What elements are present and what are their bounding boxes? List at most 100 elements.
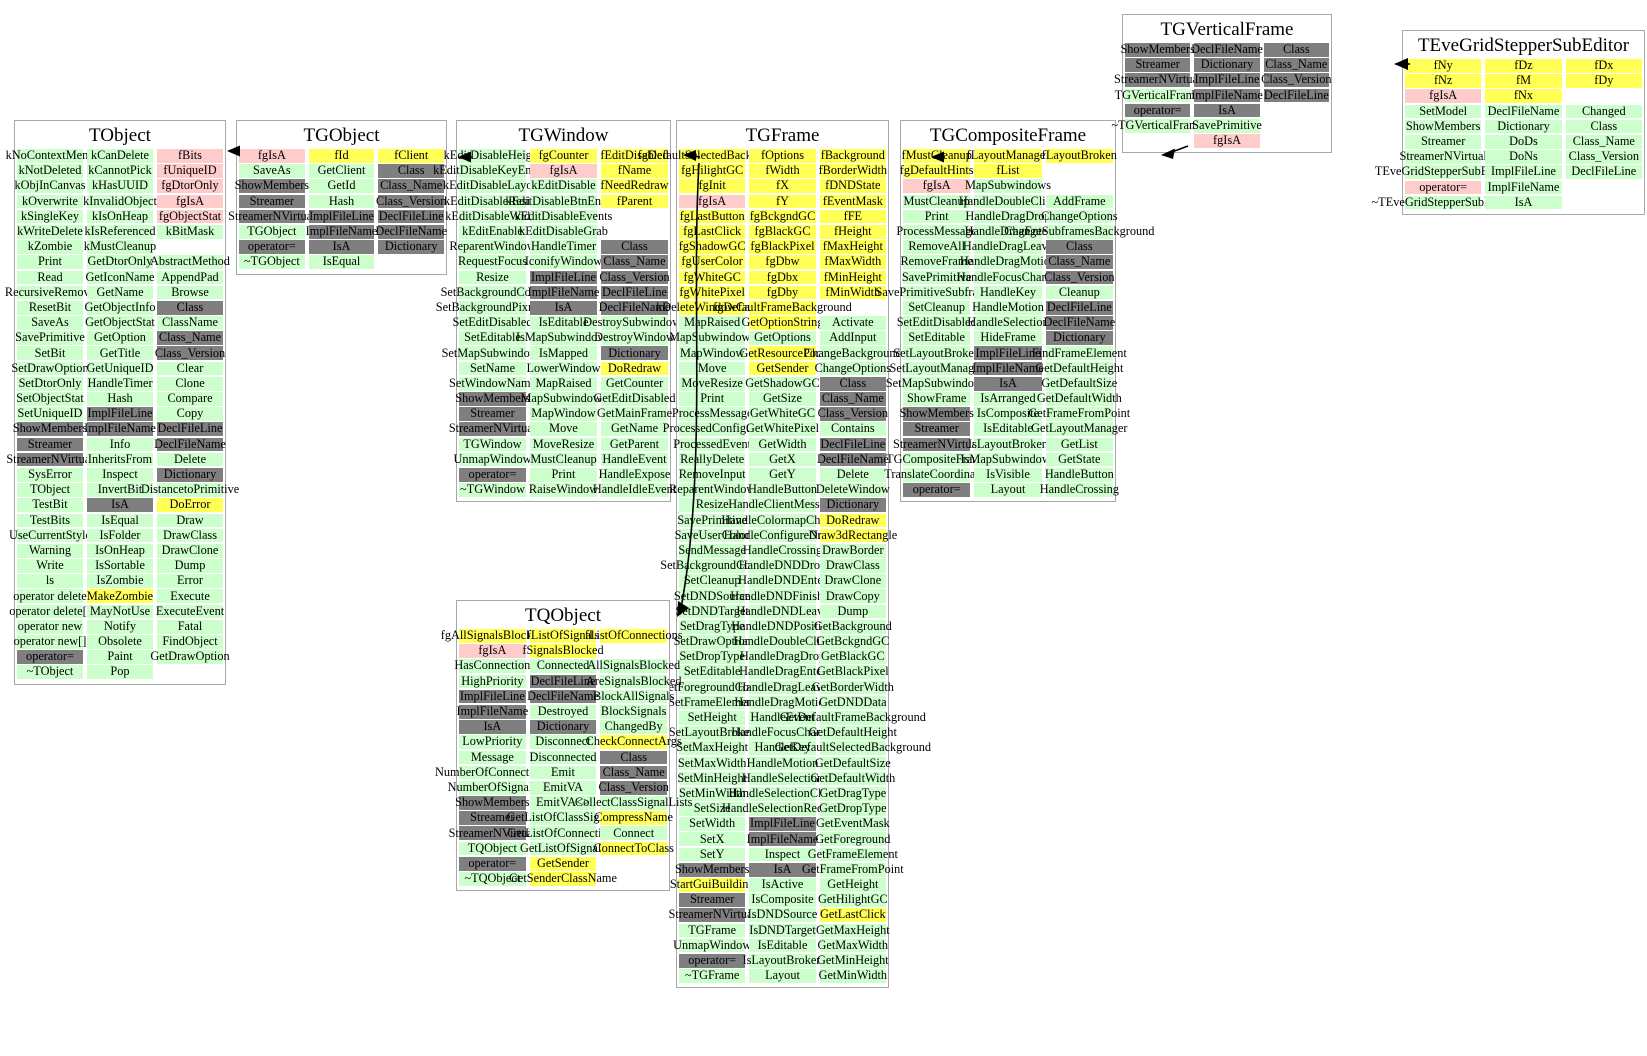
member-cell: Streamer: [459, 407, 526, 421]
member-label: MapSubwindows: [964, 178, 1052, 193]
member-label: DrawClone: [824, 573, 882, 588]
member-label: Changed: [1581, 103, 1626, 118]
member-label: kEditDisableWidth: [445, 208, 540, 223]
member-cell: GetLayoutManager: [1031, 422, 1127, 437]
member-cell: Info: [87, 437, 153, 452]
member-label: GetEventMask: [815, 816, 890, 831]
member-label: DeclFileLine: [1571, 164, 1637, 179]
member-label: SetEditable: [464, 330, 521, 345]
member-column: fLayoutManager fList MapSubwindows HandleDo…: [957, 149, 1059, 498]
member-cell: Class_Version: [599, 780, 669, 795]
member-label: IsMapped: [538, 345, 589, 360]
member-cell: operator=: [17, 650, 83, 664]
member-label: GetOption: [94, 330, 146, 345]
member-cell: GetWidth: [749, 437, 816, 452]
member-label: StreamerNVirtual: [448, 421, 537, 436]
member-cell: HandleDragMotion: [960, 255, 1056, 269]
member-label: MustCleanup: [530, 451, 597, 466]
member-label: HandleDragMotion: [959, 254, 1057, 269]
member-label: Class_Name: [158, 330, 222, 345]
member-cell: SetModel: [1405, 104, 1482, 119]
member-label: AllSignalsBlocked: [587, 658, 681, 673]
member-label: Layout: [765, 968, 800, 983]
member-cell-empty: [1046, 164, 1113, 178]
member-cell: RecursiveRemove: [5, 285, 95, 300]
member-label: Streamer: [470, 810, 515, 825]
member-label: SetX: [699, 831, 725, 846]
member-cell: DeclFileName: [817, 452, 889, 467]
member-label: DrawBorder: [822, 542, 884, 557]
member-cell: fNy: [1405, 58, 1482, 73]
member-label: Print: [551, 467, 576, 482]
member-cell: ~TQObject: [459, 872, 526, 886]
member-label: operator=: [247, 239, 296, 254]
member-label: fgBlackGC: [754, 224, 811, 239]
member-cell: Warning: [17, 542, 83, 558]
member-cell: StreamerNVirtual: [228, 209, 316, 224]
member-label: DeclFileLine: [530, 673, 596, 688]
member-label: IsA: [111, 497, 129, 512]
member-cell: StartGuiBuilding: [670, 878, 755, 892]
member-label: ImplFileLine: [309, 208, 374, 223]
member-label: MapRaised: [535, 375, 592, 390]
member-label: SetSize: [693, 801, 731, 816]
member-label: fgIsA: [257, 148, 286, 163]
member-cell: GetBorderWidth: [812, 680, 894, 695]
member-label: Contains: [830, 421, 875, 436]
member-cell: operator new[]: [14, 635, 86, 649]
member-cell: TranslateCoordinates: [884, 468, 989, 482]
member-cell: IsLayoutBroken: [743, 954, 822, 968]
member-cell: TQObject: [459, 841, 526, 856]
member-cell: Destroyed: [529, 705, 597, 719]
member-cell: Copy: [157, 407, 223, 421]
member-label: DestroySubwindows: [583, 315, 686, 330]
member-label: fgBlackPixel: [750, 239, 815, 254]
member-label: fNy: [1433, 58, 1453, 73]
member-label: Message: [470, 749, 514, 764]
member-cell: SetDrawOption: [674, 635, 751, 649]
member-cell: Hash: [87, 392, 153, 406]
member-label: Class_Version: [376, 193, 447, 208]
member-cell: EmitVA: [529, 780, 597, 795]
member-cell-empty: [601, 210, 668, 224]
member-cell: DeclFileLine: [378, 209, 445, 224]
member-cell: TEveGridStepperSubEditor: [1375, 165, 1511, 179]
member-cell: Notify: [87, 619, 153, 634]
member-cell: SetBackgroundColor: [441, 285, 544, 300]
member-label: ConnectToClass: [593, 840, 674, 855]
member-cell: Class_Version: [155, 346, 225, 361]
member-label: fDNDState: [825, 178, 881, 193]
member-cell: HandleKey: [974, 284, 1042, 300]
member-label: kEditDisableResize: [444, 193, 541, 208]
member-cell: fgInit: [679, 179, 746, 194]
member-label: GetListOfClassSignals: [506, 810, 620, 825]
member-cell: SetY: [679, 847, 746, 862]
member-label: HandleKey: [979, 284, 1036, 299]
member-cell: DoDs: [1485, 135, 1562, 149]
member-cell: Class_Name: [819, 392, 886, 406]
member-label: ShowMembers: [455, 795, 530, 810]
member-label: fListOfConnections: [584, 628, 683, 643]
member-cell: ~TGWindow: [459, 483, 526, 497]
member-label: UseCurrentStyle: [9, 527, 91, 542]
member-cell: Draw3dRectangle: [808, 528, 897, 543]
member-label: GetUniqueID: [86, 360, 154, 375]
member-label: fNeedRedraw: [600, 178, 669, 193]
member-cell: DeclFileName: [527, 689, 599, 704]
member-label: SendMessage: [678, 542, 746, 557]
member-cell: StreamerNVirtual: [449, 422, 536, 437]
member-label: HandleSelection: [741, 770, 824, 785]
class-title: TGFrame: [745, 125, 820, 146]
member-label: TGObject: [247, 224, 297, 239]
member-cell: fNx: [1485, 89, 1562, 104]
member-label: Warning: [28, 542, 72, 557]
member-label: fgIsA: [1429, 88, 1458, 103]
member-label: DeclFileName: [1191, 42, 1263, 57]
member-cell: fgIsA: [903, 179, 971, 194]
member-label: GetBlackGC: [821, 649, 885, 664]
member-cell: Class_Name: [157, 331, 223, 345]
member-cell: HandleFocusChange: [731, 726, 834, 740]
member-label: HandleDoubleClick: [733, 634, 832, 649]
member-label: fgDtorOnly: [161, 178, 219, 193]
member-label: Move: [549, 421, 578, 436]
